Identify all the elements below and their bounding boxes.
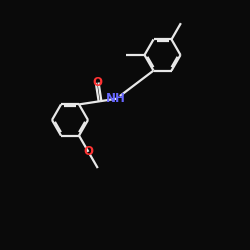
Text: O: O (83, 145, 93, 158)
Text: NH: NH (106, 92, 126, 105)
Text: O: O (92, 76, 102, 89)
